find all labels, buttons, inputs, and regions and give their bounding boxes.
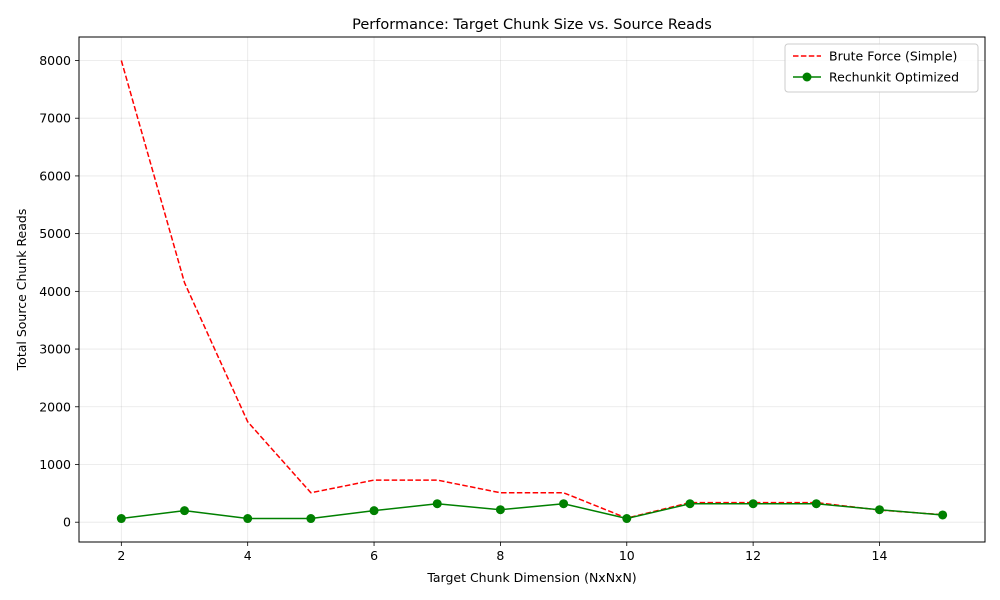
x-tick-label: 4 — [244, 548, 252, 563]
series-2-point — [243, 514, 253, 524]
series-2-point — [306, 514, 316, 524]
series-2-point — [874, 505, 884, 515]
series-2-point — [811, 499, 821, 509]
legend: Brute Force (Simple) Rechunkit Optimized — [784, 43, 979, 93]
y-tick-label: 2000 — [39, 399, 71, 414]
legend-box — [784, 43, 979, 93]
chart-title: Performance: Target Chunk Size vs. Sourc… — [352, 17, 712, 33]
legend-label-2: Rechunkit Optimized — [829, 70, 959, 85]
series-2-point — [559, 499, 569, 509]
series-2-point — [748, 499, 758, 509]
grid — [79, 37, 985, 542]
y-tick-label: 0 — [63, 515, 71, 530]
x-tick-label: 2 — [117, 548, 125, 563]
series-2-point — [622, 514, 632, 524]
axis-ticks: 2 4 6 8 10 12 14 0 1000 2000 3000 4000 5000 6000 7000 8… — [39, 53, 887, 563]
y-tick-label: 5000 — [39, 226, 71, 241]
series-2-point — [180, 506, 190, 516]
series-2-point — [432, 499, 442, 509]
x-tick-label: 12 — [745, 548, 761, 563]
x-tick-label: 14 — [872, 548, 888, 563]
y-tick-label: 7000 — [39, 111, 71, 126]
legend-label-1: Brute Force (Simple) — [829, 49, 957, 64]
series-layer — [116, 60, 948, 524]
plot-frame — [78, 36, 986, 543]
y-axis-label: Total Source Chunk Reads — [14, 209, 29, 372]
x-tick-label: 8 — [496, 548, 504, 563]
x-tick-label: 6 — [370, 548, 378, 563]
series-2-point — [685, 499, 695, 509]
y-tick-label: 8000 — [39, 53, 71, 68]
y-tick-label: 4000 — [39, 284, 71, 299]
series-2-point — [369, 506, 379, 516]
series-2-point — [938, 510, 948, 520]
x-tick-label: 10 — [619, 548, 635, 563]
y-tick-label: 6000 — [39, 168, 71, 183]
y-tick-label: 1000 — [39, 457, 71, 472]
y-tick-label: 3000 — [39, 342, 71, 357]
legend-marker-2 — [802, 72, 812, 82]
series-line-2 — [121, 502, 943, 520]
series-2-point — [495, 505, 505, 515]
x-axis-label: Target Chunk Dimension (NxNxN) — [426, 570, 636, 585]
series-line-1 — [120, 60, 943, 519]
series-2-point — [116, 514, 126, 524]
